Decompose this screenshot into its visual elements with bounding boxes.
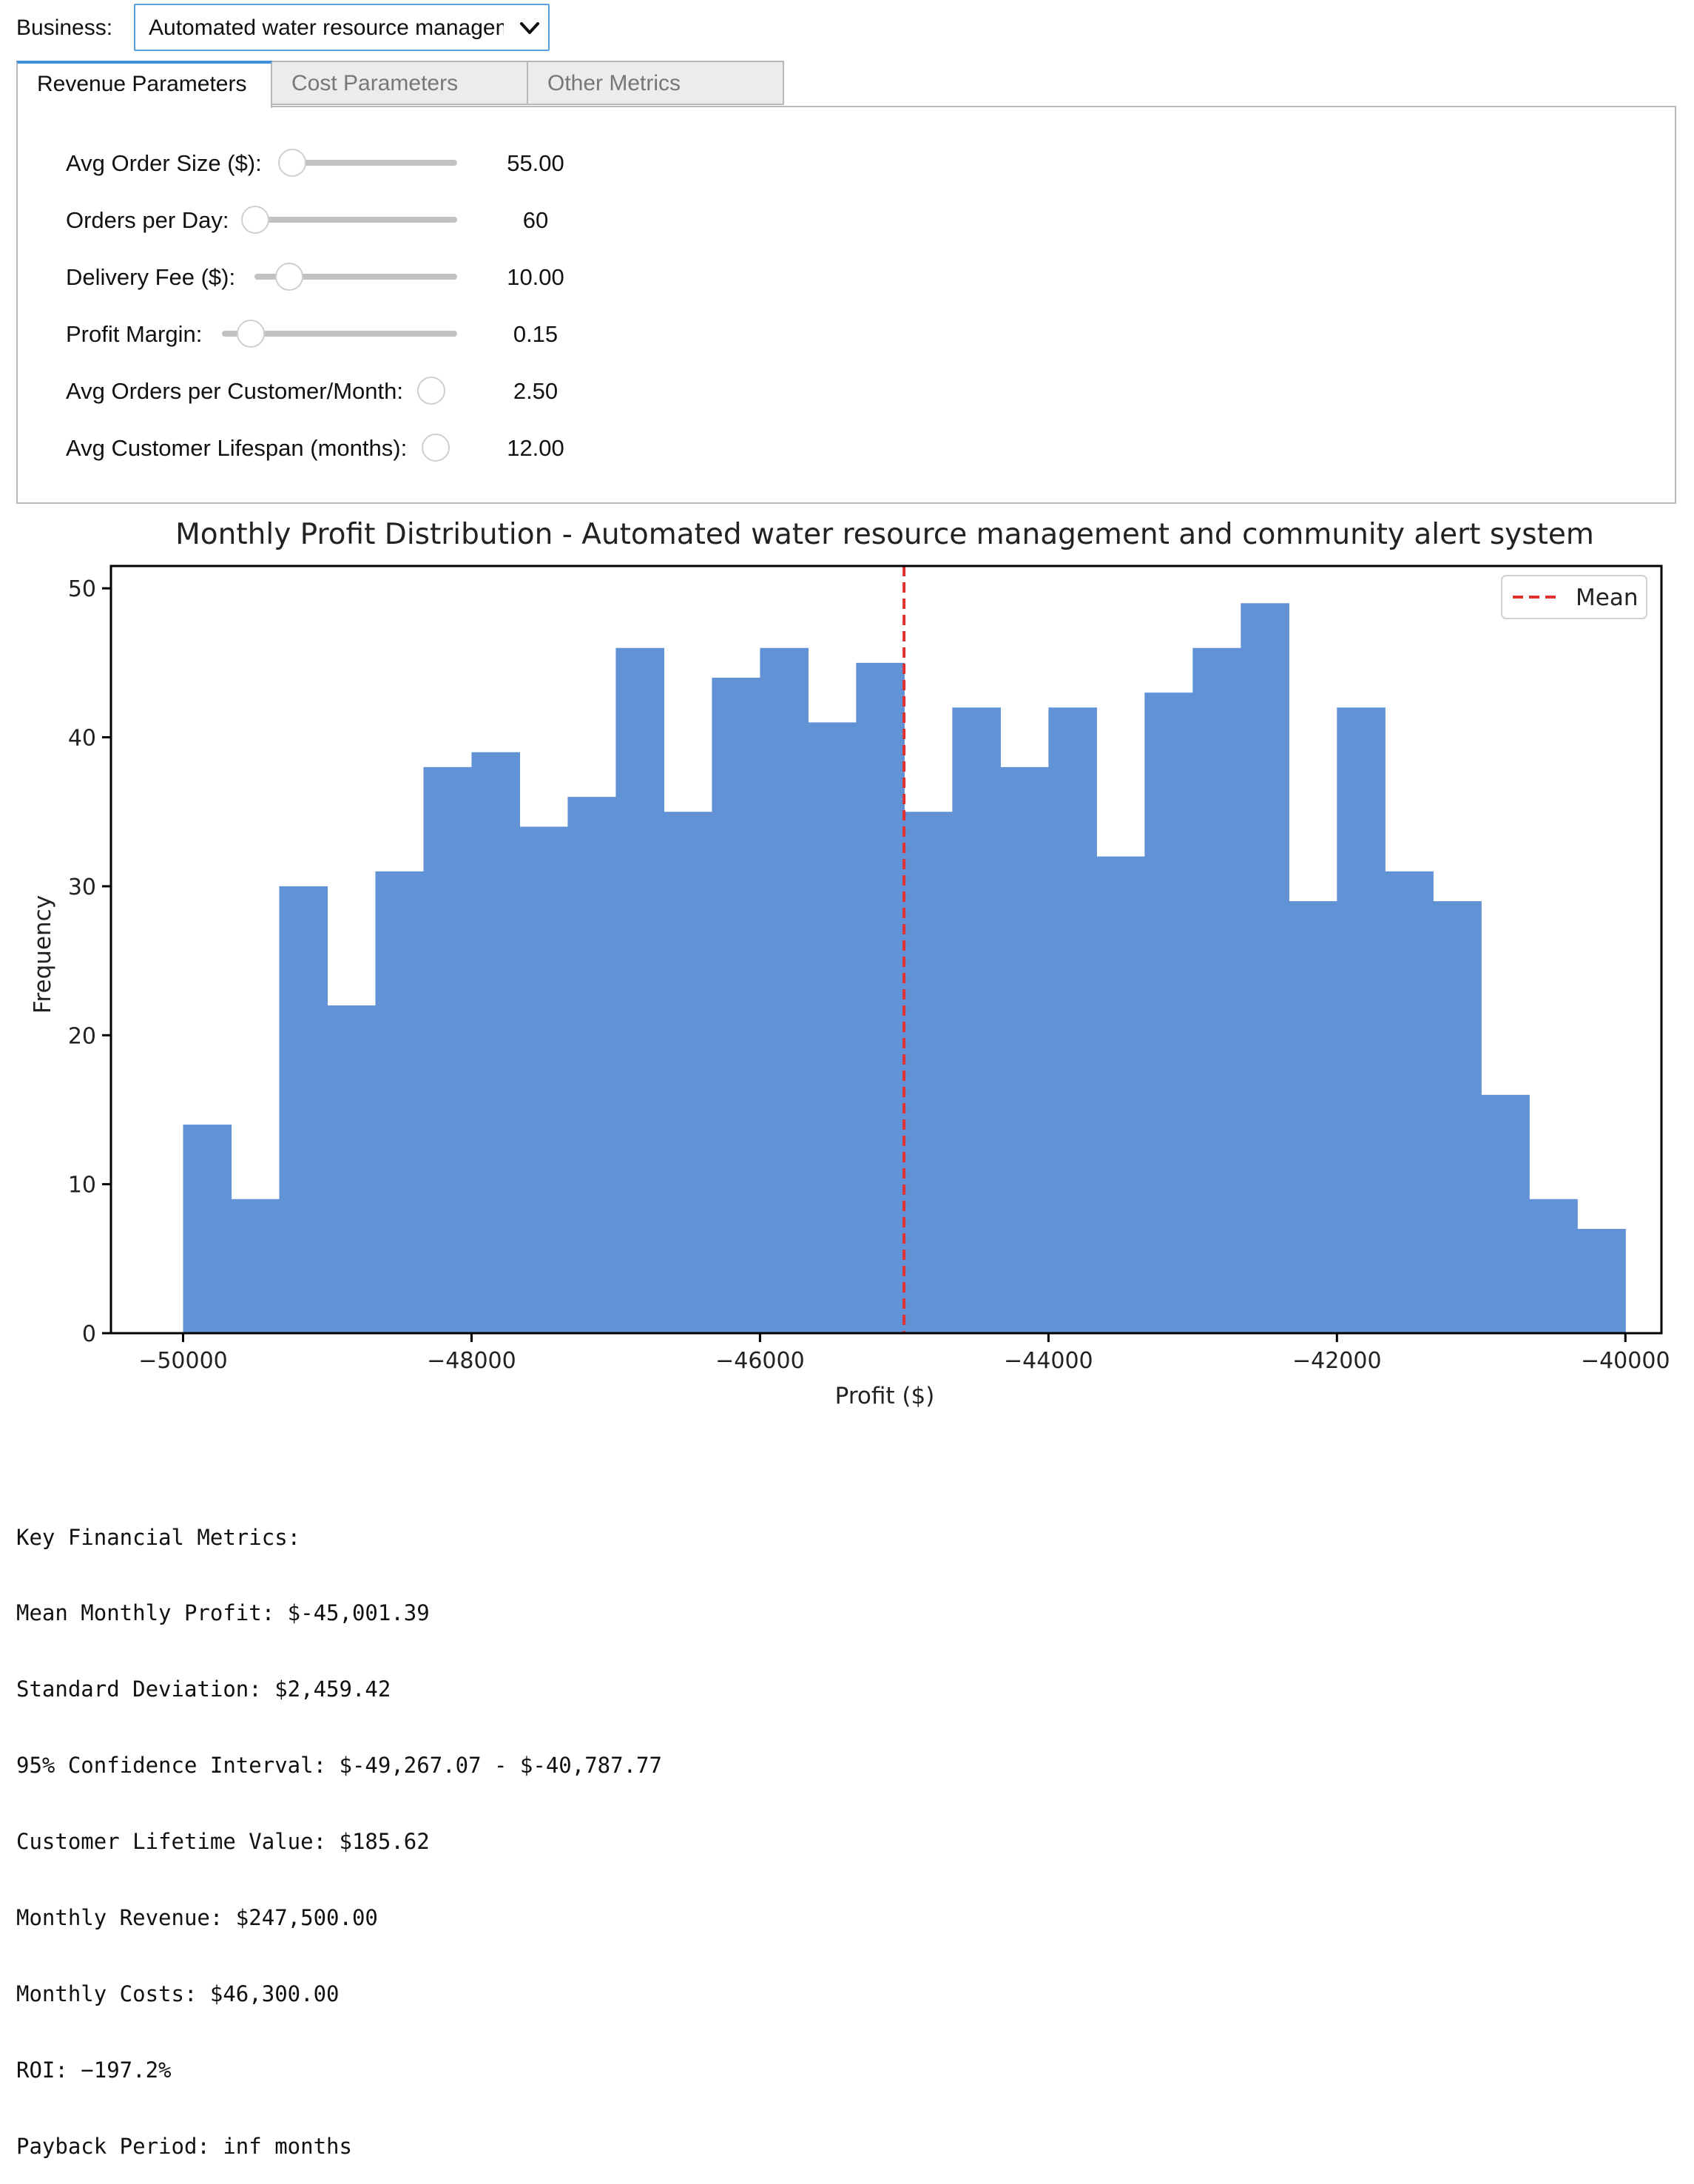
metrics-line: 95% Confidence Interval: $-49,267.07 - $… [16,1753,662,1779]
y-axis-label: Frequency [30,895,56,1014]
histogram-bar [375,871,425,1333]
histogram-bar [471,752,521,1333]
metrics-line: Monthly Costs: $46,300.00 [16,1981,340,2006]
avg-orders-per-customer-slider[interactable] [416,376,447,405]
histogram-bar [1096,856,1145,1333]
tab-cost-parameters[interactable]: Cost Parameters [271,61,528,105]
key-financial-metrics: Key Financial Metrics: Mean Monthly Prof… [16,1474,662,2184]
histogram-bar [423,766,473,1333]
histogram-bar [760,647,809,1333]
chart-legend: Mean [1501,575,1647,619]
x-tick-label: −44000 [1004,1348,1093,1374]
slider-thumb[interactable] [275,263,303,291]
metrics-line: Monthly Revenue: $247,500.00 [16,1905,378,1931]
histogram-bar [1433,901,1482,1333]
orders-per-day-value: 60 [522,207,549,233]
chevron-down-icon [520,22,539,34]
tab-other-metrics[interactable]: Other Metrics [527,61,784,105]
profit-margin-value: 0.15 [513,321,559,347]
metrics-line: Payback Period: inf months [16,2133,352,2159]
business-dropdown-value: Automated water resource management and … [149,16,504,40]
histogram-bar [519,826,569,1333]
profit-margin-slider[interactable] [219,319,457,348]
x-axis-ticks: −50000 −48000 −46000 −44000 −42000 −40000 [138,1333,1670,1374]
avg-order-size-value: 55.00 [507,150,564,176]
histogram-bar [952,707,1001,1333]
histogram-bar [1192,647,1241,1333]
histogram-bar [904,812,953,1333]
x-tick-label: −42000 [1292,1348,1382,1374]
histogram-bar [231,1199,280,1333]
histogram-bar [567,797,617,1333]
histogram-bar [1241,603,1289,1333]
avg-orders-per-customer-value: 2.50 [513,378,559,404]
avg-order-size-slider[interactable] [277,148,457,178]
business-label: Business: [16,16,113,40]
tab-revenue-parameters[interactable]: Revenue Parameters [16,61,272,108]
histogram-bar [1529,1199,1578,1333]
delivery-fee-label: Delivery Fee ($): [66,264,236,290]
slider-thumb[interactable] [422,434,450,462]
legend-box [1501,575,1647,619]
histogram-bar [808,722,857,1333]
plot-frame [109,564,1663,1335]
metrics-line: Key Financial Metrics: [16,1524,301,1550]
y-axis-ticks: 0 10 20 30 40 50 [68,576,111,1347]
avg-customer-lifespan-slider[interactable] [420,433,451,462]
slider-thumb[interactable] [278,149,306,177]
chart-title: Monthly Profit Distribution - Automated … [175,518,1594,551]
y-tick-label: 40 [68,726,96,752]
x-tick-label: −40000 [1581,1348,1670,1374]
avg-customer-lifespan-value: 12.00 [507,435,564,461]
revenue-parameters-panel: Avg Order Size ($): 55.00 Orders per Day… [16,106,1676,504]
legend-mean-label: Mean [1576,584,1638,611]
business-dropdown[interactable]: Automated water resource management and … [134,4,550,51]
histogram-bar [279,886,328,1333]
histogram-bars [183,603,1626,1333]
metrics-line: ROI: −197.2% [16,2057,172,2083]
histogram-bar [664,812,712,1333]
histogram-bar [712,678,760,1333]
orders-per-day-slider[interactable] [240,205,457,235]
avg-orders-per-customer-label: Avg Orders per Customer/Month: [66,378,403,404]
histogram-bar [1481,1094,1530,1333]
histogram-bar [1337,707,1386,1333]
x-tick-label: −48000 [427,1348,516,1374]
avg-customer-lifespan-label: Avg Customer Lifespan (months): [66,435,408,461]
y-tick-label: 50 [68,576,96,602]
histogram-bar [327,1005,377,1333]
orders-per-day-label: Orders per Day: [66,207,229,233]
histogram-bar [615,647,665,1333]
slider-thumb[interactable] [237,320,265,348]
y-tick-label: 10 [68,1173,96,1199]
y-tick-label: 30 [68,874,96,900]
y-tick-label: 20 [68,1023,96,1049]
metrics-line: Mean Monthly Profit: $-45,001.39 [16,1600,430,1626]
histogram-bar [1577,1229,1626,1333]
metrics-line: Standard Deviation: $2,459.42 [16,1676,391,1702]
histogram-bar [1144,692,1193,1333]
slider-thumb[interactable] [417,377,445,405]
x-tick-label: −46000 [715,1348,805,1374]
histogram-bar [856,662,905,1333]
histogram-bar [1048,707,1097,1333]
delivery-fee-slider[interactable] [252,262,457,291]
profit-histogram-chart: Monthly Profit Distribution - Automated … [30,518,1670,1409]
profit-margin-label: Profit Margin: [66,321,203,347]
slider-thumb[interactable] [241,206,269,234]
x-axis-label: Profit ($) [835,1383,935,1409]
delivery-fee-value: 10.00 [507,264,564,290]
histogram-bar [1385,871,1434,1333]
metrics-line: Customer Lifetime Value: $185.62 [16,1829,430,1855]
histogram-bar [1289,901,1337,1333]
y-tick-label: 0 [82,1321,96,1347]
histogram-bar [183,1125,232,1333]
x-tick-label: −50000 [138,1348,228,1374]
histogram-bar [1000,766,1049,1333]
avg-order-size-label: Avg Order Size ($): [66,150,262,176]
